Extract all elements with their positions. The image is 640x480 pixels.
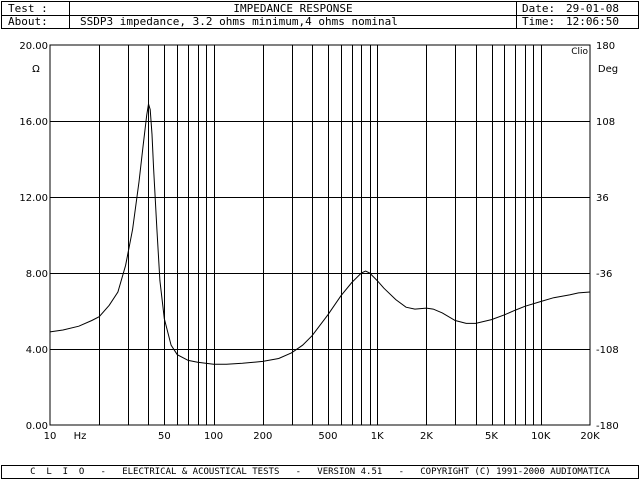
x-tick-label: 500 (318, 431, 337, 442)
y-tick-label: 20.00 (19, 41, 48, 52)
y-grid (50, 121, 590, 350)
x-tick-label: 50 (158, 431, 171, 442)
header-row-test: Test : IMPEDANCE RESPONSE Date: 29-01-08 (2, 2, 638, 16)
x-tick-label: 10K (531, 431, 551, 442)
y2-tick-label: -108 (596, 345, 619, 356)
x-tick-label: 100 (204, 431, 223, 442)
y2-tick-label: -36 (596, 269, 612, 280)
y-tick-labels: 0.00 4.00 8.00 12.00 16.00 20.00 (19, 41, 48, 432)
x-tick-label: 5K (485, 431, 498, 442)
y-axis-unit: Ω (32, 64, 40, 75)
x-tick-labels: 10 50 100 200 500 1K 2K 5K 10K 20K (44, 431, 600, 442)
x-tick-label: 1K (371, 431, 384, 442)
test-title: IMPEDANCE RESPONSE (233, 2, 353, 15)
y2-tick-labels: -180 -108 -36 36 108 180 (596, 41, 619, 432)
time-label: Time: (522, 15, 556, 28)
footer-bar: C L I O - ELECTRICAL & ACOUSTICAL TESTS … (1, 465, 639, 479)
header-row-about: About: SSDP3 impedance, 3.2 ohms minimum… (2, 15, 638, 28)
y-tick-label: 8.00 (26, 269, 48, 280)
header-panel: Test : IMPEDANCE RESPONSE Date: 29-01-08… (1, 1, 639, 29)
x-tick-label: 10 (44, 431, 57, 442)
x-tick-label: 2K (420, 431, 433, 442)
y2-axis-unit: Deg (598, 64, 618, 75)
plot-frame (49, 44, 591, 426)
x-axis-unit: Hz (74, 431, 87, 442)
header-divider (69, 2, 70, 28)
y-tick-label: 0.00 (26, 421, 48, 432)
date-label: Date: (522, 2, 556, 15)
y-tick-label: 12.00 (19, 193, 48, 204)
y-tick-label: 16.00 (19, 117, 48, 128)
y2-tick-label: 180 (596, 41, 615, 52)
time-value: 12:06:50 (566, 15, 619, 28)
about-text: SSDP3 impedance, 3.2 ohms minimum,4 ohms… (80, 15, 398, 28)
y2-tick-label: 36 (596, 193, 609, 204)
test-label: Test : (8, 2, 48, 15)
impedance-curve (49, 103, 591, 365)
x-tick-label: 200 (253, 431, 272, 442)
about-label: About: (8, 15, 48, 28)
date-value: 29-01-08 (566, 2, 619, 15)
x-grid (99, 45, 542, 425)
header-divider (516, 2, 517, 28)
x-tick-label: 20K (580, 431, 600, 442)
y2-tick-label: 108 (596, 117, 615, 128)
y-tick-label: 4.00 (26, 345, 48, 356)
y2-tick-label: -180 (596, 421, 619, 432)
clio-brand-label: Clio (571, 47, 588, 57)
